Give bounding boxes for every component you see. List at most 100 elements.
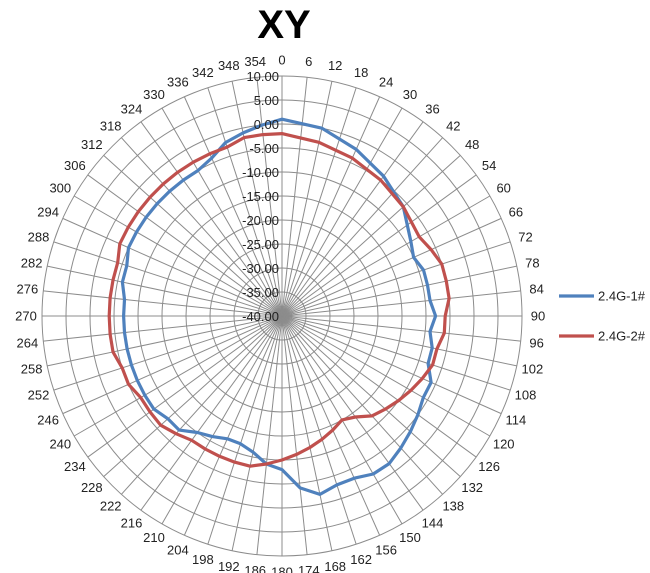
grid-spoke xyxy=(281,265,517,317)
angle-label: 180 xyxy=(271,565,293,573)
angle-label: 36 xyxy=(425,101,439,116)
grid-spoke xyxy=(53,315,283,391)
angle-label: 90 xyxy=(531,309,545,324)
grid-spoke xyxy=(62,315,283,415)
angle-label: 342 xyxy=(192,65,214,80)
grid-spoke xyxy=(231,315,283,551)
angle-label: 72 xyxy=(518,229,532,244)
grid-spoke xyxy=(281,195,491,317)
angle-label: 54 xyxy=(482,158,496,173)
grid-spoke xyxy=(121,137,283,317)
grid-spoke xyxy=(53,241,283,317)
radial-tick-label: 0.00 xyxy=(254,117,279,132)
radial-tick-label: 10.00 xyxy=(246,69,279,84)
angle-label: 108 xyxy=(515,388,537,403)
angle-label: 282 xyxy=(21,255,43,270)
grid-spoke xyxy=(87,174,283,317)
grid-spoke xyxy=(140,315,283,511)
angle-label: 198 xyxy=(192,552,214,567)
angle-label: 336 xyxy=(167,75,189,90)
angle-label: 210 xyxy=(143,530,165,545)
grid-spoke xyxy=(281,315,511,391)
radial-tick-label: -10.00 xyxy=(242,165,279,180)
grid-spoke xyxy=(281,315,424,511)
radial-tick-label: -40.00 xyxy=(242,309,279,324)
legend-label: 2.4G-1# xyxy=(598,289,646,304)
angle-label: 120 xyxy=(493,437,515,452)
grid-spoke xyxy=(47,315,283,367)
angle-label: 348 xyxy=(218,58,240,73)
series-lines xyxy=(107,117,451,496)
angle-label: 270 xyxy=(15,309,37,324)
grid-spoke xyxy=(281,315,308,555)
grid-spoke xyxy=(62,217,283,317)
angle-label: 306 xyxy=(64,158,86,173)
angle-label: 300 xyxy=(49,181,71,196)
grid-spoke xyxy=(73,315,283,437)
grid-spoke xyxy=(281,315,521,342)
grid-spoke xyxy=(281,241,511,317)
angle-label: 228 xyxy=(81,480,103,495)
angle-label: 156 xyxy=(375,542,397,557)
grid-spoke xyxy=(140,121,283,317)
angle-label: 234 xyxy=(64,459,86,474)
grid-spoke xyxy=(281,315,461,477)
grid-spoke xyxy=(183,315,283,536)
grid-spoke xyxy=(207,87,283,317)
angle-label: 60 xyxy=(496,181,510,196)
radial-tick-label: -25.00 xyxy=(242,237,279,252)
grid-spoke xyxy=(281,137,443,317)
grid-spoke xyxy=(281,315,517,367)
angle-label: 96 xyxy=(529,335,543,350)
angle-label: 66 xyxy=(509,204,523,219)
grid-spoke xyxy=(103,315,283,477)
angle-label: 252 xyxy=(28,388,50,403)
grid-spoke xyxy=(43,315,283,342)
grid-spoke xyxy=(281,315,491,437)
angle-label: 324 xyxy=(121,101,143,116)
angle-label: 258 xyxy=(21,362,43,377)
legend-label: 2.4G-2# xyxy=(598,329,646,344)
angle-label: 288 xyxy=(28,229,50,244)
grid-spoke xyxy=(281,315,333,551)
angle-label: 48 xyxy=(465,137,479,152)
grid-spoke xyxy=(281,174,477,317)
grid-spoke xyxy=(281,217,502,317)
grid-spoke xyxy=(281,87,357,317)
angle-label: 6 xyxy=(305,54,312,69)
angle-label: 204 xyxy=(167,542,189,557)
radial-tick-label: -5.00 xyxy=(249,141,279,156)
legend: 2.4G-1# 2.4G-2# xyxy=(559,289,646,344)
angle-label: 144 xyxy=(422,516,444,531)
grid-spoke xyxy=(161,315,283,525)
angle-label: 126 xyxy=(478,459,500,474)
angle-label: 318 xyxy=(100,118,122,133)
angle-label: 42 xyxy=(446,118,460,133)
grid-spoke xyxy=(47,265,283,317)
angle-label: 264 xyxy=(17,335,39,350)
angle-label: 330 xyxy=(143,87,165,102)
angle-label: 240 xyxy=(49,437,71,452)
angle-label: 138 xyxy=(442,499,464,514)
radial-tick-label: -15.00 xyxy=(242,189,279,204)
angle-label: 78 xyxy=(525,255,539,270)
polar-grid xyxy=(41,75,523,557)
angle-label: 216 xyxy=(121,516,143,531)
angle-label: 150 xyxy=(399,530,421,545)
grid-spoke xyxy=(161,107,283,317)
series-line xyxy=(120,117,438,496)
angle-label: 174 xyxy=(298,563,320,573)
angle-label: 102 xyxy=(522,362,544,377)
series-line xyxy=(107,132,451,468)
grid-spoke xyxy=(207,315,283,545)
grid-spoke xyxy=(73,195,283,317)
grid-spoke xyxy=(281,77,308,317)
grid-spoke xyxy=(103,155,283,317)
angle-label: 162 xyxy=(350,552,372,567)
grid-spoke xyxy=(231,81,283,317)
grid-spoke xyxy=(281,315,381,536)
grid-spoke xyxy=(281,315,443,495)
grid-spoke xyxy=(183,96,283,317)
